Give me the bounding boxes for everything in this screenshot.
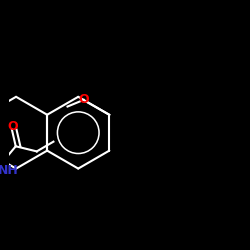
Text: O: O <box>78 94 89 106</box>
Text: NH: NH <box>0 164 18 177</box>
Text: O: O <box>8 120 18 133</box>
